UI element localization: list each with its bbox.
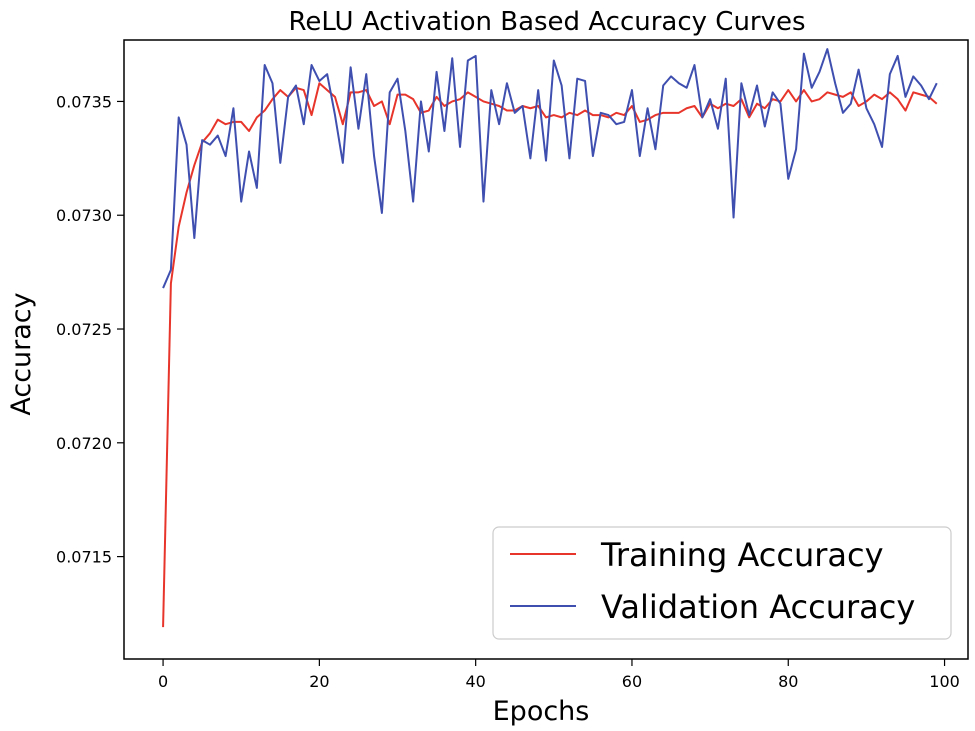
x-tick-label: 20	[309, 672, 329, 691]
x-tick-label: 60	[622, 672, 642, 691]
x-axis: 0 20 40 60 80 100	[158, 659, 960, 691]
y-tick-label: 0.0715	[56, 548, 112, 567]
y-axis: 0.0715 0.0720 0.0725 0.0730 0.0735	[56, 92, 124, 567]
plot-frame	[123, 39, 969, 660]
series-line-validation	[162, 48, 938, 289]
legend: Training Accuracy Validation Accuracy	[492, 526, 952, 640]
legend-label-training: Training Accuracy	[600, 536, 884, 574]
y-tick-label: 0.0730	[56, 206, 112, 225]
y-tick-label: 0.0735	[56, 92, 112, 111]
chart-title: ReLU Activation Based Accuracy Curves	[288, 7, 805, 37]
legend-label-validation: Validation Accuracy	[601, 588, 915, 626]
x-tick-label: 0	[158, 672, 168, 691]
x-tick-label: 40	[465, 672, 485, 691]
y-axis-label: Accuracy	[6, 292, 37, 415]
x-tick-label: 100	[929, 672, 960, 691]
y-tick-label: 0.0725	[56, 320, 112, 339]
x-axis-label: Epochs	[493, 696, 590, 727]
y-tick-label: 0.0720	[56, 434, 112, 453]
legend-box	[492, 526, 952, 640]
x-tick-label: 80	[778, 672, 798, 691]
plot-area	[162, 48, 938, 628]
